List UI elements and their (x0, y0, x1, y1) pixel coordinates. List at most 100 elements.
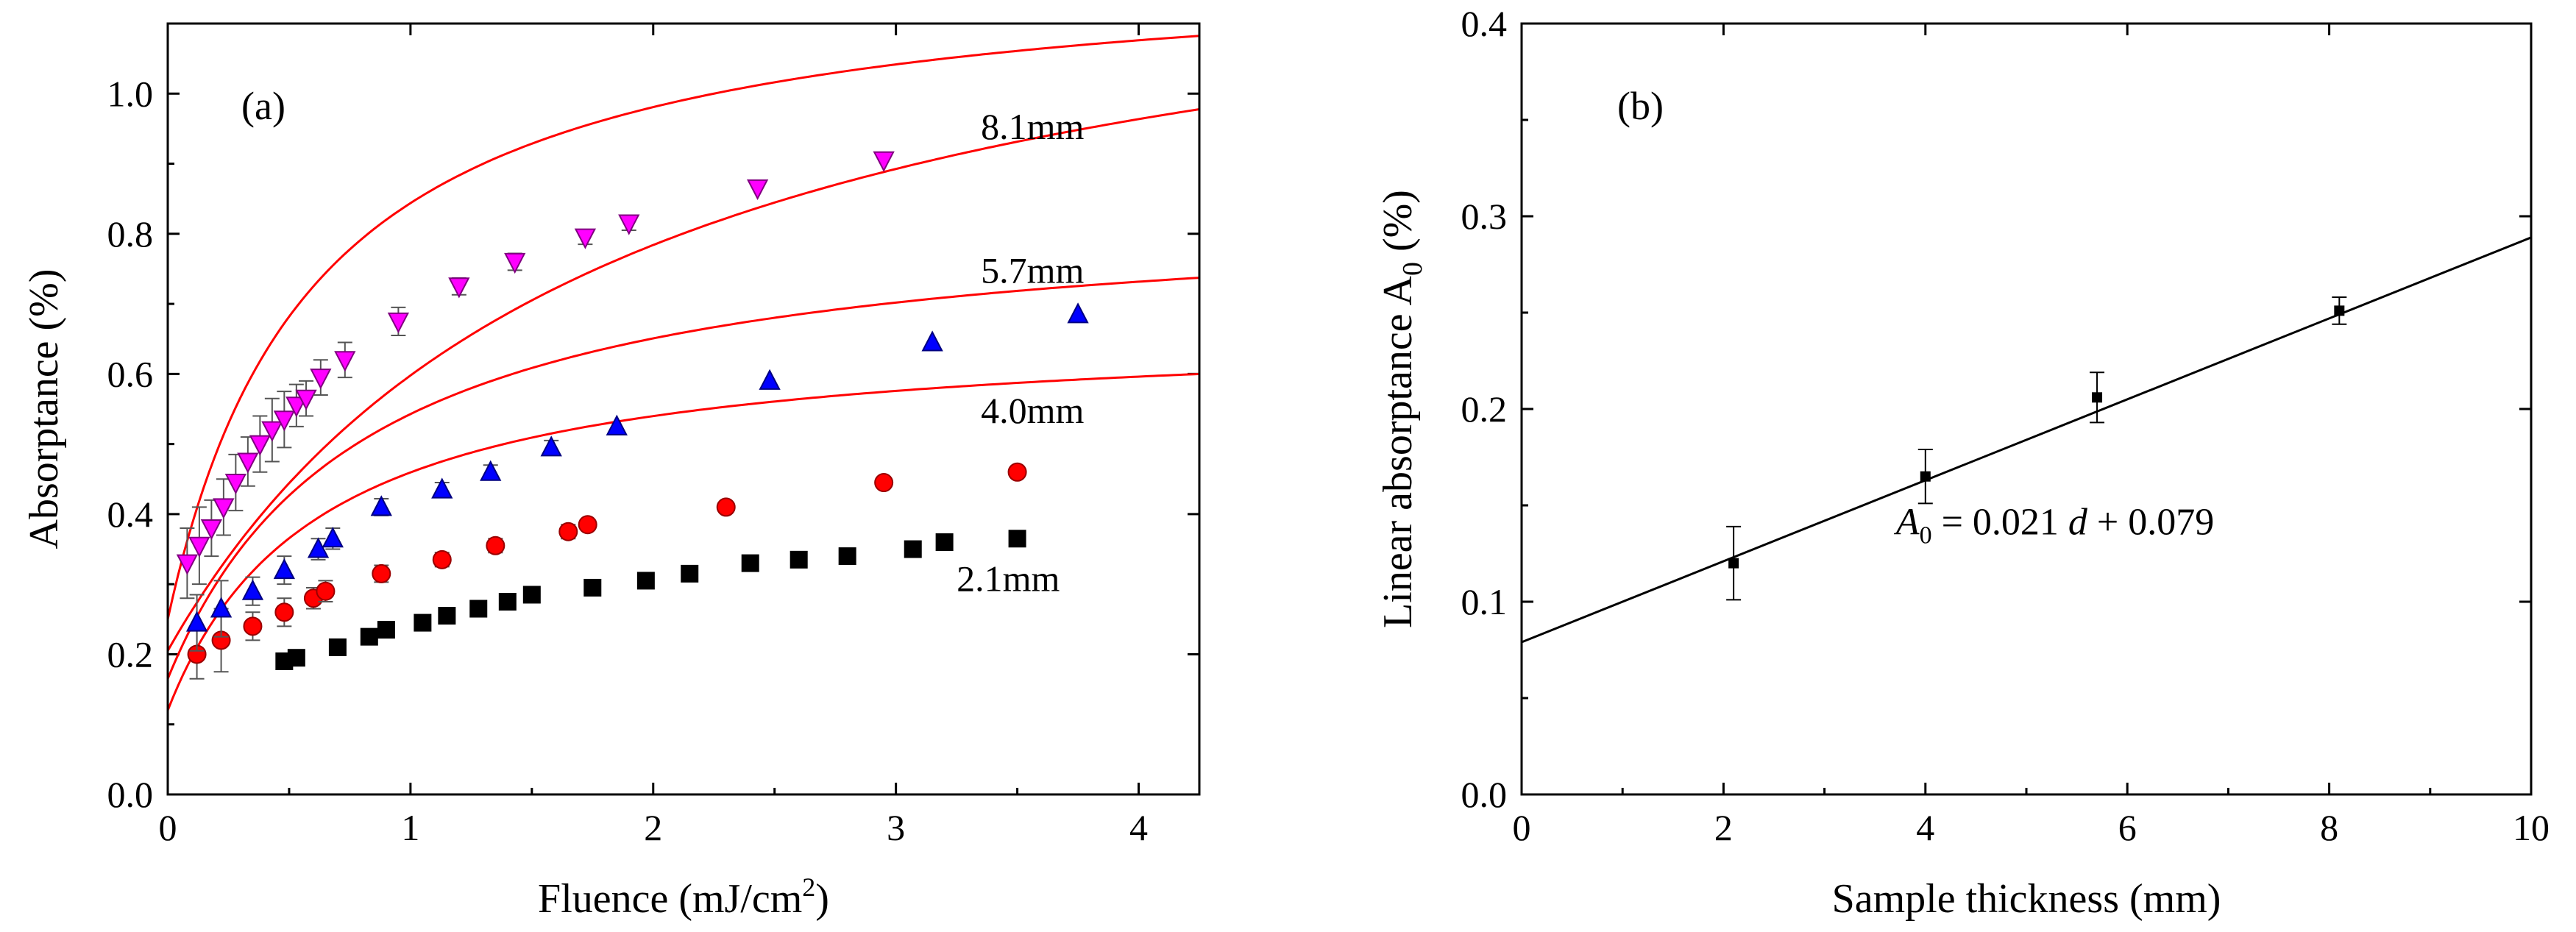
data-point-2-1mm (522, 586, 541, 604)
data-point-5-7mm (921, 330, 943, 352)
data-point-5-7mm (540, 435, 562, 457)
panel-b-plot-frame (1520, 22, 2533, 796)
panel-b-data-points (1726, 296, 2347, 601)
y-axis-title-end: (%) (1375, 190, 1421, 262)
panel-b-x-tick-label: 2 (1714, 807, 1733, 848)
chart-panel-b: 0 2 4 6 8 10 0.0 0.1 0.2 0.3 0.4 (b) A0 = 0.021 d … (1375, 3, 2550, 922)
data-point-2-1mm (935, 533, 954, 552)
linear-fit-line (1521, 236, 2532, 644)
data-point-2-1mm (328, 638, 347, 656)
data-point-5-7mm (273, 558, 295, 580)
data-point-8-1mm (273, 410, 295, 432)
panel-a-x-tick-label: 0 (159, 807, 177, 848)
data-point-4-0mm (716, 497, 736, 517)
data-point-8-1mm (873, 151, 895, 172)
panel-a-x-axis-title: Fluence (mJ/cm2) (538, 872, 829, 922)
panel-b-fit-line (1521, 236, 2532, 644)
data-point-2-1mm (636, 572, 655, 590)
data-point-2-1mm (438, 607, 456, 625)
data-point-2-1mm (1008, 530, 1026, 548)
panel-a-plot-frame (166, 22, 1201, 796)
data-point-8-1mm (618, 214, 640, 235)
data-point-8-1mm (295, 389, 317, 410)
series-label-4-0mm: 4.0mm (981, 390, 1084, 431)
data-point-5-7mm (322, 527, 344, 548)
data-point-8-1mm (285, 396, 308, 418)
panel-b-y-axis-title: Linear absorptance A0 (%) (1375, 190, 1428, 628)
equation-subscript: 0 (1920, 522, 1932, 549)
data-point-5-7mm (307, 537, 330, 558)
data-point-8-1mm (176, 554, 199, 575)
data-point-4-0mm (316, 581, 336, 601)
panel-b-y-tick-label: 0.0 (1461, 774, 1508, 815)
data-point-2-1mm (583, 578, 602, 597)
data-point-8-1mm (746, 179, 769, 201)
panel-a-fit-curves (168, 35, 1199, 711)
data-point-4-0mm (558, 522, 578, 541)
data-point-2-1mm (790, 550, 808, 569)
panel-b-x-axis-title: Sample thickness (mm) (1832, 876, 2221, 922)
panel-a-x-tick-label: 4 (1129, 807, 1148, 848)
panel-a-x-tick-label: 2 (644, 807, 662, 848)
data-point-8-1mm (213, 498, 235, 519)
series-label-2-1mm: 2.1mm (957, 558, 1060, 600)
data-point-2-1mm (377, 621, 395, 639)
data-point-8-1mm (310, 369, 332, 390)
x-axis-title-superscript: 2 (802, 872, 815, 902)
data-point-a0 (2092, 392, 2103, 403)
panel-a-ticks: 0 1 2 3 4 0.0 0.2 0.4 0.6 0.8 1.0 (107, 22, 1199, 848)
data-point-2-1mm (681, 564, 699, 583)
fit-curve-8-1mm (168, 35, 1199, 620)
data-point-2-1mm (287, 649, 305, 667)
panel-b-y-tick-label: 0.4 (1461, 3, 1508, 44)
data-point-8-1mm (237, 452, 259, 474)
panel-b-y-tick-label: 0.3 (1461, 196, 1508, 237)
panel-a-x-tick-label: 1 (401, 807, 419, 848)
data-point-4-0mm (432, 549, 452, 569)
panel-a-y-tick-label: 0.2 (107, 633, 154, 675)
data-point-5-7mm (185, 611, 208, 632)
data-point-8-1mm (574, 228, 597, 249)
panel-b-ticks: 0 2 4 6 8 10 0.0 0.1 0.2 0.3 0.4 (1461, 3, 2550, 848)
panel-a-y-tick-label: 0.8 (107, 213, 154, 255)
panel-a-y-tick-label: 0.4 (107, 494, 154, 535)
x-axis-title-end: ) (815, 876, 829, 922)
data-point-5-7mm (480, 460, 502, 481)
panel-a-y-tick-label: 0.0 (107, 774, 154, 815)
y-axis-title-main: Linear absorptance A (1375, 275, 1421, 627)
panel-a-y-tick-label: 0.6 (107, 353, 154, 394)
panel-b-x-tick-label: 0 (1513, 807, 1531, 848)
data-point-8-1mm (504, 252, 526, 274)
fit-curve-4-0mm (168, 277, 1199, 680)
panel-b-x-tick-label: 8 (2320, 807, 2338, 848)
data-point-2-1mm (498, 593, 517, 611)
data-point-4-0mm (372, 563, 391, 583)
data-point-4-0mm (578, 515, 597, 535)
data-point-8-1mm (261, 421, 283, 442)
data-point-a0 (1920, 471, 1931, 482)
data-point-4-0mm (874, 473, 894, 493)
data-point-8-1mm (249, 435, 272, 456)
data-point-2-1mm (741, 554, 759, 572)
data-point-8-1mm (448, 277, 470, 299)
data-point-8-1mm (387, 312, 410, 334)
panel-b-x-tick-label: 6 (2118, 807, 2137, 848)
data-point-4-0mm (274, 602, 294, 622)
data-point-2-1mm (469, 600, 488, 618)
data-point-5-7mm (431, 477, 453, 499)
data-point-5-7mm (606, 414, 628, 435)
equation-symbol: A (1894, 501, 1920, 543)
data-point-5-7mm (759, 369, 781, 390)
panel-b-label: (b) (1617, 84, 1664, 128)
equation-intercept: + 0.079 (2087, 501, 2214, 543)
data-point-8-1mm (200, 519, 223, 541)
data-point-a0 (1728, 558, 1739, 569)
equation-variable: d (2068, 501, 2088, 543)
data-point-8-1mm (188, 536, 210, 558)
data-point-5-7mm (370, 495, 392, 516)
panel-a-data-points (176, 151, 1089, 680)
data-point-8-1mm (334, 351, 356, 372)
y-axis-title-subscript: 0 (1397, 262, 1428, 276)
series-label-8-1mm: 8.1mm (981, 106, 1084, 147)
